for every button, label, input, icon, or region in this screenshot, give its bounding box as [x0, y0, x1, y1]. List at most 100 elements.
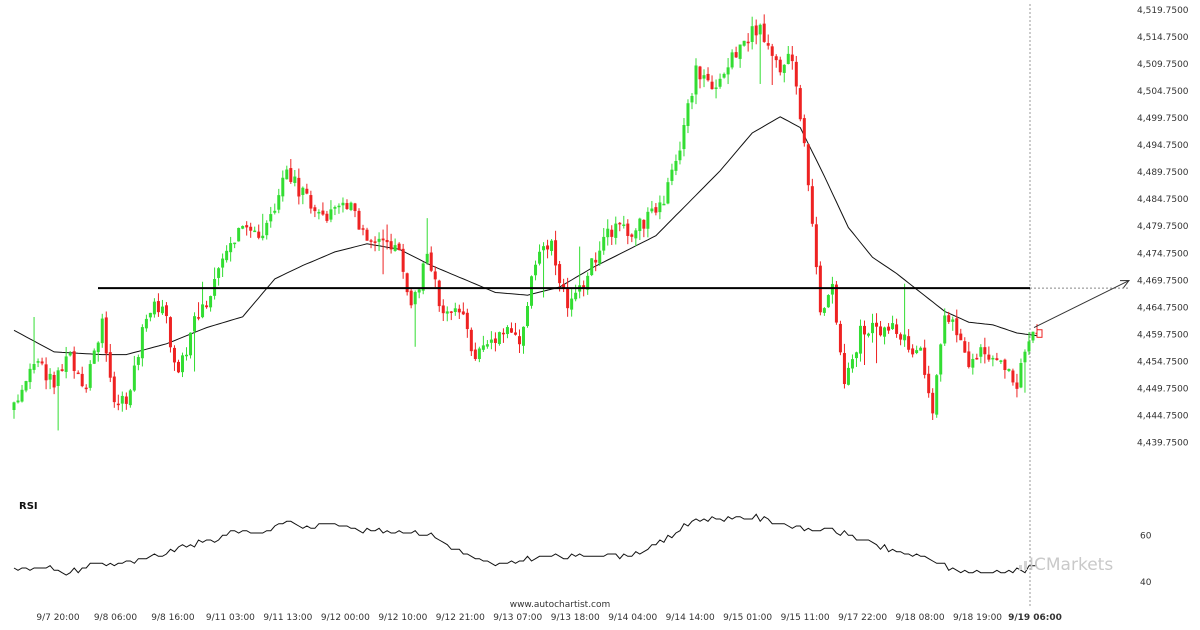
candle-body	[710, 81, 714, 90]
time-tick-label: 9/19 06:00	[1008, 613, 1062, 623]
candle-body	[987, 354, 991, 360]
brand-logo: ICMarkets	[1019, 555, 1113, 575]
time-tick-label: 9/11 13:00	[263, 613, 312, 623]
candle-body	[385, 239, 389, 243]
candle-body	[642, 219, 646, 229]
candle-body	[943, 315, 947, 344]
price-tick-label: 4,474.7500	[1137, 249, 1189, 259]
candle-body	[317, 211, 321, 214]
candle-body	[650, 208, 654, 212]
price-tick-label: 4,509.7500	[1137, 60, 1189, 70]
candle-body	[1015, 382, 1019, 389]
candle-body	[341, 202, 345, 206]
candle-body	[449, 311, 453, 313]
candle-body	[425, 253, 429, 263]
candle-body	[377, 238, 381, 242]
candle-body	[790, 54, 794, 62]
candle-body	[923, 347, 927, 375]
candle-body	[12, 402, 16, 410]
time-tick-label: 9/14 04:00	[608, 613, 657, 623]
candle-body	[534, 264, 538, 276]
price-tick-label: 4,499.7500	[1137, 114, 1189, 124]
price-tick-label: 4,449.7500	[1137, 384, 1189, 394]
candle-body	[305, 188, 309, 194]
candle-body	[999, 360, 1003, 362]
candle-body	[666, 182, 670, 204]
candle-body	[670, 169, 674, 181]
candle-body	[393, 245, 397, 251]
candle-body	[1007, 368, 1011, 371]
candle-body	[225, 250, 229, 261]
candle-body	[626, 223, 630, 236]
candle-body	[542, 246, 546, 251]
candle-body	[602, 236, 606, 251]
candle-body	[1027, 341, 1031, 352]
time-tick-label: 9/18 19:00	[953, 613, 1002, 623]
candle-body	[309, 195, 313, 209]
candle-body	[36, 361, 40, 363]
candle-body	[983, 347, 987, 355]
candle-body	[826, 295, 830, 308]
current-candle	[1036, 329, 1043, 338]
candle-body	[862, 325, 866, 335]
candle-body	[497, 332, 501, 345]
candlestick-series	[12, 14, 1043, 431]
candle-body	[895, 324, 899, 334]
candle-body	[562, 284, 566, 289]
candle-body	[88, 364, 92, 388]
candle-body	[345, 203, 349, 209]
candle-body	[505, 327, 509, 335]
candle-body	[477, 348, 481, 360]
candle-body	[261, 235, 265, 239]
candle-body	[830, 283, 834, 295]
candle-body	[148, 312, 152, 318]
support-resistance-layer	[98, 280, 1131, 329]
candle-body	[734, 52, 738, 58]
candle-body	[144, 318, 148, 329]
candle-body	[951, 319, 955, 322]
candle-body	[124, 396, 128, 404]
candle-body	[365, 229, 369, 241]
rsi-axis-ticks: 60 40	[1140, 531, 1152, 588]
candle-body	[975, 357, 979, 360]
candle-body	[754, 25, 758, 36]
candle-body	[180, 355, 184, 373]
candle-body	[20, 389, 24, 402]
candle-body	[209, 296, 213, 308]
candle-body	[558, 264, 562, 284]
candle-body	[397, 243, 401, 250]
candle-body	[172, 347, 176, 363]
candle-body	[176, 361, 180, 373]
candle-body	[618, 222, 622, 225]
candle-body	[76, 372, 80, 375]
candle-body	[806, 144, 810, 186]
candle-body	[770, 46, 774, 56]
candle-body	[413, 292, 417, 305]
candle-body	[221, 258, 225, 268]
candle-body	[253, 230, 257, 233]
candle-body	[465, 312, 469, 330]
candle-body	[301, 187, 305, 195]
candle-body	[437, 280, 441, 307]
candle-body	[24, 381, 28, 391]
time-tick-label: 9/12 00:00	[321, 613, 370, 623]
moving-average-line	[13, 116, 1038, 356]
candle-body	[891, 323, 895, 330]
candle-body	[60, 369, 64, 371]
candle-body	[56, 370, 60, 386]
candle-body	[513, 332, 517, 335]
candle-body	[164, 305, 168, 317]
rsi-tick-label: 40	[1140, 578, 1152, 588]
candle-body	[469, 329, 473, 352]
price-tick-label: 4,489.7500	[1137, 168, 1189, 178]
candle-body	[682, 125, 686, 150]
candle-body	[389, 241, 393, 250]
candle-body	[489, 339, 493, 343]
candle-body	[1031, 331, 1035, 341]
candle-body	[574, 292, 578, 300]
candle-body	[858, 325, 862, 354]
candle-body	[786, 53, 790, 65]
candle-body	[526, 305, 530, 327]
candle-body	[205, 305, 209, 308]
candle-body	[854, 352, 858, 359]
